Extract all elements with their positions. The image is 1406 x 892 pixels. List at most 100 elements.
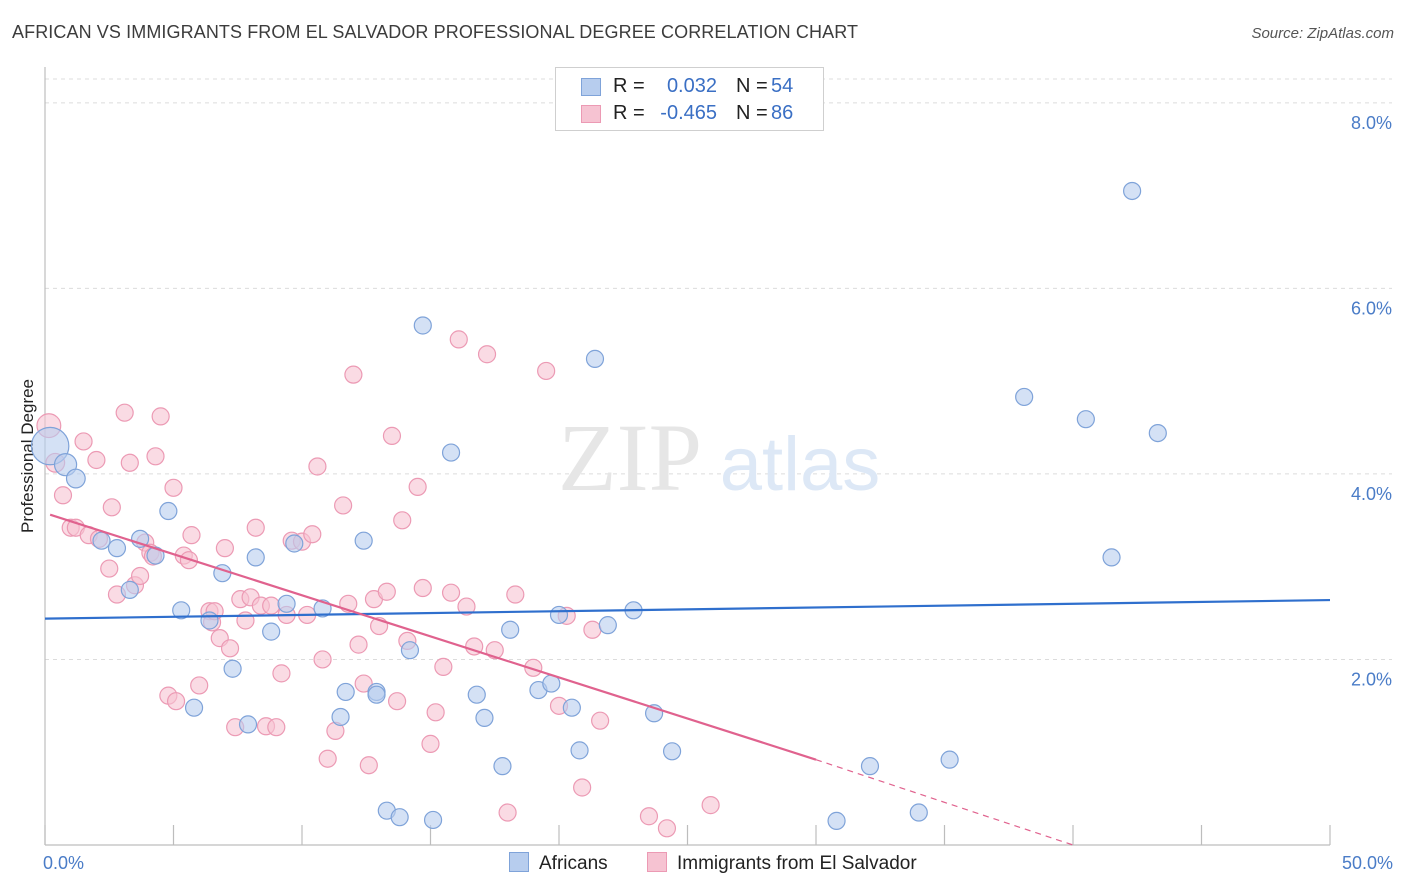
tick-labels: 2.0% 4.0% 6.0% 8.0% 0.0% 50.0% [43, 113, 1393, 873]
stats-legend-box: R = 0.032 N = 54 R = -0.465 N = 86 [555, 67, 824, 131]
legend-label-el-salvador: Immigrants from El Salvador [677, 853, 917, 874]
point-el-salvador [100, 559, 119, 578]
point-africans [827, 811, 846, 830]
chart-title: AFRICAN VS IMMIGRANTS FROM EL SALVADOR P… [12, 22, 859, 42]
y-tick-label: 8.0% [1351, 113, 1392, 133]
gridlines [45, 78, 1392, 660]
point-africans [909, 803, 928, 822]
trend-lines [44, 513, 1331, 846]
point-el-salvador [146, 447, 165, 466]
legend-label-africans: Africans [539, 853, 608, 874]
point-africans [390, 808, 409, 827]
point-el-salvador [53, 486, 73, 505]
point-el-salvador [220, 639, 240, 658]
point-el-salvador [349, 635, 368, 654]
point-africans [120, 580, 139, 599]
point-africans [1015, 387, 1034, 407]
trend-line-el-salvador [49, 513, 817, 761]
point-africans [336, 682, 355, 702]
point-el-salvador [393, 511, 412, 530]
legend-item-el-salvador[interactable]: Immigrants from El Salvador [647, 852, 917, 875]
point-africans [1148, 423, 1167, 443]
point-africans [277, 594, 296, 613]
point-el-salvador [441, 583, 461, 602]
point-africans [1076, 410, 1095, 429]
point-el-salvador [130, 566, 150, 586]
point-el-salvador [498, 803, 517, 822]
point-el-salvador [102, 498, 121, 517]
point-africans [413, 316, 432, 335]
stats-r-value: -0.465 [660, 102, 717, 124]
point-el-salvador [583, 620, 602, 639]
point-el-salvador [354, 674, 373, 693]
point-el-salvador [657, 819, 677, 838]
point-el-salvador [506, 585, 525, 604]
point-el-salvador [701, 796, 720, 815]
point-africans [159, 501, 178, 521]
point-africans [146, 546, 165, 565]
point-africans [184, 698, 204, 717]
point-el-salvador [639, 807, 659, 826]
point-el-salvador [87, 450, 106, 470]
point-el-salvador [359, 756, 378, 775]
stats-r-label: R = [613, 102, 645, 124]
point-africans [107, 539, 127, 558]
point-africans [262, 622, 281, 641]
legend-item-africans[interactable]: Africans [509, 852, 608, 875]
stats-swatch-el-salvador [581, 105, 601, 123]
point-el-salvador [318, 749, 337, 768]
point-africans [223, 659, 242, 678]
chart-source: Source: ZipAtlas.com [1251, 25, 1394, 42]
watermark-atlas: atlas [720, 422, 881, 507]
point-africans [585, 349, 605, 368]
trend-line-el-salvador-extension [815, 759, 1074, 846]
point-el-salvador [151, 407, 170, 426]
stats-swatch-africans [581, 78, 601, 96]
y-tick-label: 2.0% [1351, 669, 1392, 689]
point-el-salvador [120, 453, 139, 472]
point-africans [501, 620, 520, 639]
point-el-salvador [573, 778, 592, 797]
point-africans [65, 468, 86, 489]
point-el-salvador [182, 526, 201, 545]
point-africans [1123, 181, 1142, 201]
stats-n-value: 54 [771, 75, 794, 97]
point-el-salvador [74, 432, 93, 451]
point-el-salvador [449, 330, 468, 349]
point-africans [285, 534, 304, 553]
point-africans [570, 741, 589, 760]
point-el-salvador [382, 426, 402, 445]
point-el-salvador [408, 477, 427, 497]
point-africans [562, 698, 581, 717]
point-el-salvador [267, 718, 286, 737]
point-africans [200, 611, 219, 630]
point-africans [367, 685, 386, 704]
point-el-salvador [303, 525, 322, 544]
point-el-salvador [477, 345, 497, 364]
point-africans [860, 757, 880, 776]
point-africans [493, 757, 512, 776]
stats-r-value: 0.032 [666, 75, 717, 97]
point-el-salvador [421, 734, 440, 753]
point-el-salvador [308, 457, 327, 476]
point-el-salvador [272, 664, 291, 683]
point-el-salvador [215, 539, 234, 558]
point-el-salvador [537, 361, 556, 381]
point-africans [662, 742, 682, 761]
point-africans [475, 708, 494, 728]
x-tick-label: 50.0% [1342, 853, 1393, 873]
stats-r-label: R = [613, 75, 645, 97]
trend-line-africans [44, 598, 1331, 620]
point-africans [467, 685, 486, 704]
y-tick-label: 4.0% [1351, 484, 1392, 504]
point-africans [1102, 548, 1121, 567]
point-el-salvador [190, 676, 209, 695]
point-africans [549, 605, 569, 625]
point-el-salvador [524, 658, 543, 677]
point-el-salvador [413, 578, 432, 598]
point-africans [331, 707, 350, 727]
stats-n-label: N = [736, 102, 768, 124]
watermark-zip: ZIP [558, 404, 702, 511]
point-el-salvador [262, 596, 281, 615]
